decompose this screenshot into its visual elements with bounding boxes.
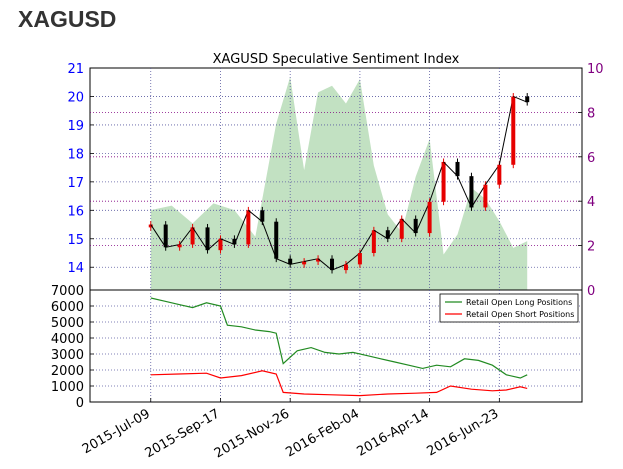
date-tick-label: 2015-Nov-26 bbox=[212, 406, 292, 461]
price-candle bbox=[385, 226, 390, 243]
price-candle bbox=[205, 223, 210, 254]
price-tick-label: 21 bbox=[67, 62, 84, 77]
positions-tick-label: 3000 bbox=[51, 348, 84, 363]
price-candle bbox=[288, 255, 293, 268]
price-path bbox=[331, 263, 347, 271]
price-tick-label: 16 bbox=[67, 204, 84, 219]
ssi-tick-label: 4 bbox=[587, 195, 595, 210]
price-path bbox=[179, 227, 193, 245]
price-path bbox=[192, 227, 208, 251]
ssi-area bbox=[150, 76, 528, 290]
ssi-tick-label: 8 bbox=[587, 106, 595, 121]
price-path bbox=[233, 210, 249, 245]
price-candle bbox=[316, 255, 321, 265]
price-candle bbox=[511, 93, 516, 169]
price-candle bbox=[371, 226, 376, 257]
price-tick-label: 20 bbox=[67, 90, 84, 105]
price-path bbox=[276, 258, 291, 265]
price-candles bbox=[148, 93, 530, 274]
positions-panel-frame bbox=[89, 289, 583, 403]
price-path bbox=[290, 261, 305, 265]
price-path bbox=[387, 218, 403, 240]
price-tick-label: 14 bbox=[67, 261, 84, 276]
price-path bbox=[317, 258, 333, 271]
positions-tick-label: 0 bbox=[76, 396, 84, 411]
price-path bbox=[484, 164, 500, 185]
price-candle bbox=[497, 161, 502, 189]
positions-legend: Retail Open Long Positions Retail Open S… bbox=[439, 293, 579, 323]
price-candle bbox=[483, 181, 488, 211]
price-path bbox=[373, 229, 389, 240]
date-tick-label: 2016-Feb-04 bbox=[283, 406, 362, 460]
price-panel: 14 15 16 17 18 19 20 21 0 2 4 6 8 10 XAGUSD Speculat… bbox=[67, 52, 603, 299]
date-tick-label: 2016-Jun-23 bbox=[425, 406, 502, 459]
date-axis-ticks: 2015-Jul-092015-Sep-172015-Nov-262016-Fe… bbox=[80, 398, 501, 461]
price-candle bbox=[427, 198, 432, 237]
price-path bbox=[304, 258, 319, 263]
ssi-tick-label: 6 bbox=[587, 151, 595, 166]
price-path bbox=[207, 238, 221, 251]
positions-tick-label: 2000 bbox=[51, 364, 84, 379]
price-path bbox=[443, 161, 458, 177]
price-tick-label: 19 bbox=[67, 119, 84, 134]
date-tick-label: 2015-Sep-17 bbox=[143, 406, 223, 461]
price-path bbox=[150, 224, 167, 248]
price-path bbox=[220, 238, 235, 245]
positions-tick-label: 4000 bbox=[51, 332, 84, 347]
positions-lines bbox=[150, 297, 528, 397]
price-candle bbox=[148, 221, 153, 231]
price-path bbox=[429, 161, 445, 202]
price-path bbox=[415, 201, 431, 234]
ssi-area-fill bbox=[150, 76, 528, 290]
price-candle bbox=[246, 206, 251, 248]
price-path bbox=[261, 221, 277, 259]
positions-tick-label: 6000 bbox=[51, 300, 84, 315]
price-axis-ticks: 14 15 16 17 18 19 20 21 bbox=[67, 62, 94, 276]
positions-tick-label: 5000 bbox=[51, 316, 84, 331]
price-gridlines bbox=[90, 68, 582, 290]
date-tick-label: 2016-Apr-14 bbox=[354, 406, 431, 459]
price-candle bbox=[343, 260, 348, 274]
price-path bbox=[471, 184, 486, 208]
price-tick-label: 17 bbox=[67, 176, 84, 191]
legend-label-short: Retail Open Short Positions bbox=[466, 310, 574, 319]
price-path bbox=[401, 218, 417, 234]
positions-tick-label: 1000 bbox=[51, 380, 84, 395]
price-candle bbox=[441, 158, 446, 206]
price-candle bbox=[177, 241, 182, 251]
price-path bbox=[165, 243, 180, 248]
price-candle bbox=[274, 218, 279, 263]
short-positions-line bbox=[150, 370, 528, 397]
price-candle bbox=[330, 255, 335, 274]
price-path bbox=[457, 175, 472, 208]
price-candle bbox=[455, 158, 460, 180]
price-candle bbox=[302, 258, 307, 268]
price-tick-label: 15 bbox=[67, 233, 84, 248]
price-path bbox=[513, 95, 528, 103]
page-heading: XAGUSD bbox=[18, 6, 117, 32]
price-candle bbox=[218, 235, 223, 254]
legend-box bbox=[439, 293, 579, 323]
price-path bbox=[359, 229, 375, 254]
price-candle bbox=[163, 221, 168, 251]
price-candle bbox=[399, 215, 404, 243]
ssi-tick-label: 2 bbox=[587, 240, 595, 255]
positions-tick-label: 7000 bbox=[51, 284, 84, 299]
ssi-tick-label: 0 bbox=[587, 284, 595, 299]
price-tick-label: 18 bbox=[67, 147, 84, 162]
price-path bbox=[248, 209, 263, 223]
legend-label-long: Retail Open Long Positions bbox=[466, 298, 572, 307]
price-path bbox=[498, 96, 514, 165]
long-positions-line bbox=[150, 297, 528, 379]
price-candle bbox=[469, 172, 474, 211]
chart-title: XAGUSD Speculative Sentiment Index bbox=[213, 52, 460, 67]
price-candle bbox=[232, 235, 237, 248]
price-path bbox=[345, 252, 361, 265]
price-candle bbox=[525, 93, 530, 106]
ssi-tick-label: 10 bbox=[587, 62, 604, 77]
date-tick-label: 2015-Jul-09 bbox=[80, 406, 153, 457]
